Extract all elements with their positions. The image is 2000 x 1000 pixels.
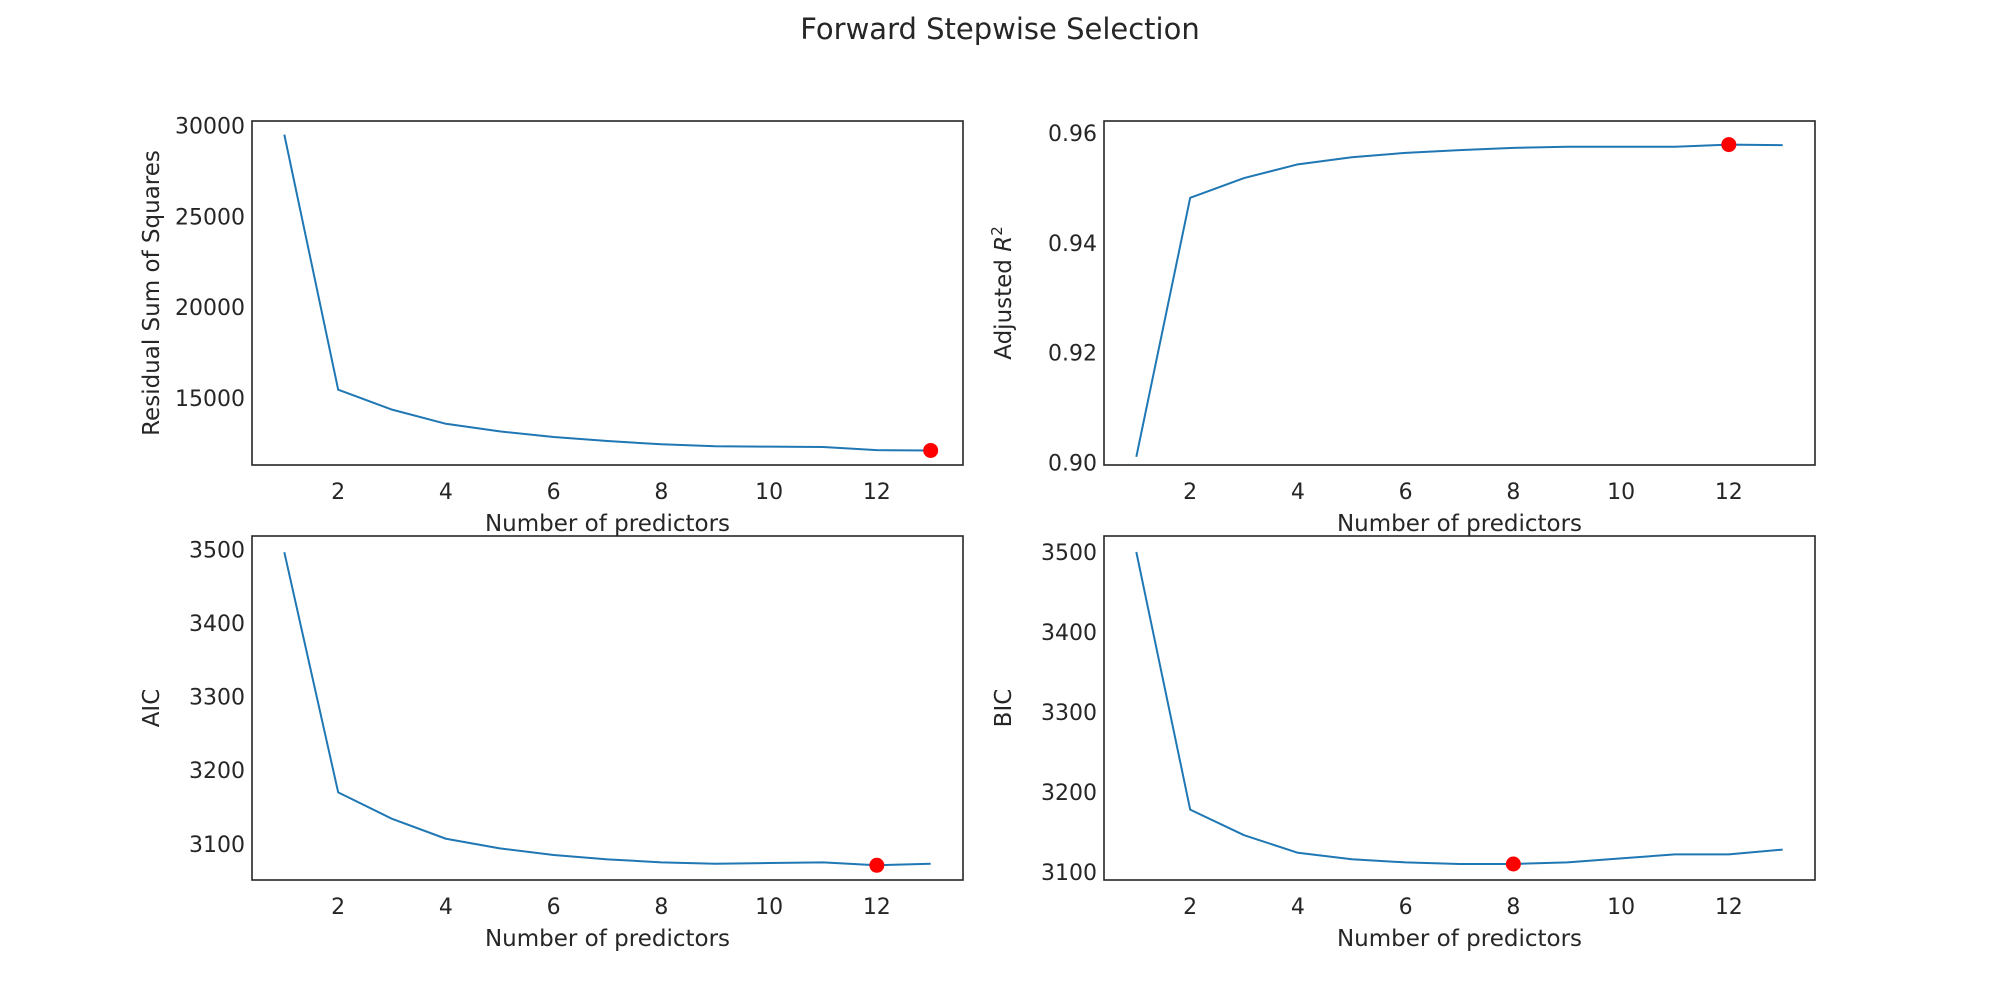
rss-series-line xyxy=(283,134,931,452)
bic-ytick-label: 3100 xyxy=(1041,861,1097,886)
bic-axes-frame xyxy=(1103,535,1816,881)
aic-xtick-label: 2 xyxy=(331,895,345,920)
bic-x-axis-label: Number of predictors xyxy=(1337,926,1582,952)
rss-x-axis-label: Number of predictors xyxy=(485,511,730,537)
aic-series-line xyxy=(283,551,931,867)
rss-xtick-label: 2 xyxy=(331,480,345,505)
subplot-adjr2: 2 4 6 8 10 12 0.90 0.92 0.94 0.96 Number of predic… xyxy=(988,120,1816,537)
subplot-aic: 2 4 6 8 10 12 3100 3200 3300 3400 3500 Number of pr… xyxy=(139,535,964,952)
adjr2-xtick-label: 10 xyxy=(1607,480,1635,505)
rss-xtick-label: 12 xyxy=(863,480,891,505)
aic-xtick-label: 4 xyxy=(439,895,453,920)
bic-y-axis-label: BIC xyxy=(991,689,1017,728)
aic-optimum-marker xyxy=(869,857,885,873)
adjr2-axes-frame xyxy=(1103,120,1816,466)
adjr2-xtick-label: 2 xyxy=(1183,480,1197,505)
bic-xtick-label: 8 xyxy=(1506,895,1520,920)
bic-series-line xyxy=(1135,551,1783,865)
rss-xtick-label: 6 xyxy=(547,480,561,505)
adjr2-xtick-label: 8 xyxy=(1506,480,1520,505)
aic-xtick-label: 6 xyxy=(547,895,561,920)
rss-ytick-label: 20000 xyxy=(175,296,245,321)
bic-xtick-label: 4 xyxy=(1291,895,1305,920)
aic-xtick-label: 10 xyxy=(755,895,783,920)
aic-xtick-label: 8 xyxy=(654,895,668,920)
adjr2-ytick-label: 0.94 xyxy=(1048,232,1097,257)
bic-ytick-label: 3500 xyxy=(1041,541,1097,566)
bic-xtick-label: 12 xyxy=(1715,895,1743,920)
aic-axes-frame xyxy=(251,535,964,881)
rss-optimum-marker xyxy=(923,442,939,458)
adjr2-optimum-marker xyxy=(1721,137,1737,153)
rss-ytick-label: 25000 xyxy=(175,205,245,230)
adjr2-ytick-label: 0.92 xyxy=(1048,342,1097,367)
adjr2-y-axis-label: Adjusted R2 xyxy=(988,226,1017,360)
bic-xtick-label: 2 xyxy=(1183,895,1197,920)
adjr2-ytick-label: 0.96 xyxy=(1048,122,1097,147)
bic-xtick-label: 10 xyxy=(1607,895,1635,920)
rss-xtick-label: 8 xyxy=(654,480,668,505)
adjr2-ytick-label: 0.90 xyxy=(1048,451,1097,476)
aic-ytick-label: 3300 xyxy=(189,686,245,711)
bic-xtick-label: 6 xyxy=(1399,895,1413,920)
aic-ytick-label: 3200 xyxy=(189,759,245,784)
aic-x-axis-label: Number of predictors xyxy=(485,926,730,952)
subplot-rss: 2 4 6 8 10 12 15000 20000 25000 30000 Number of pr… xyxy=(139,115,964,537)
figure-title: Forward Stepwise Selection xyxy=(800,12,1200,46)
aic-ytick-label: 3500 xyxy=(189,538,245,563)
adjr2-x-axis-label: Number of predictors xyxy=(1337,511,1582,537)
rss-axes-frame xyxy=(251,120,964,466)
bic-ytick-label: 3200 xyxy=(1041,781,1097,806)
bic-ytick-label: 3400 xyxy=(1041,621,1097,646)
rss-y-axis-label: Residual Sum of Squares xyxy=(139,150,165,436)
adjr2-xtick-label: 4 xyxy=(1291,480,1305,505)
bic-ytick-label: 3300 xyxy=(1041,701,1097,726)
bic-optimum-marker xyxy=(1505,856,1521,872)
aic-ytick-label: 3400 xyxy=(189,612,245,637)
adjr2-series-line xyxy=(1135,143,1783,457)
subplot-bic: 2 4 6 8 10 12 3100 3200 3300 3400 3500 Number of pr… xyxy=(991,535,1816,952)
aic-y-axis-label: AIC xyxy=(139,689,165,728)
aic-ytick-label: 3100 xyxy=(189,833,245,858)
rss-xtick-label: 4 xyxy=(439,480,453,505)
adjr2-xtick-label: 12 xyxy=(1715,480,1743,505)
rss-ytick-label: 30000 xyxy=(175,115,245,140)
adjr2-xtick-label: 6 xyxy=(1399,480,1413,505)
rss-ytick-label: 15000 xyxy=(175,387,245,412)
rss-xtick-label: 10 xyxy=(755,480,783,505)
aic-xtick-label: 12 xyxy=(863,895,891,920)
